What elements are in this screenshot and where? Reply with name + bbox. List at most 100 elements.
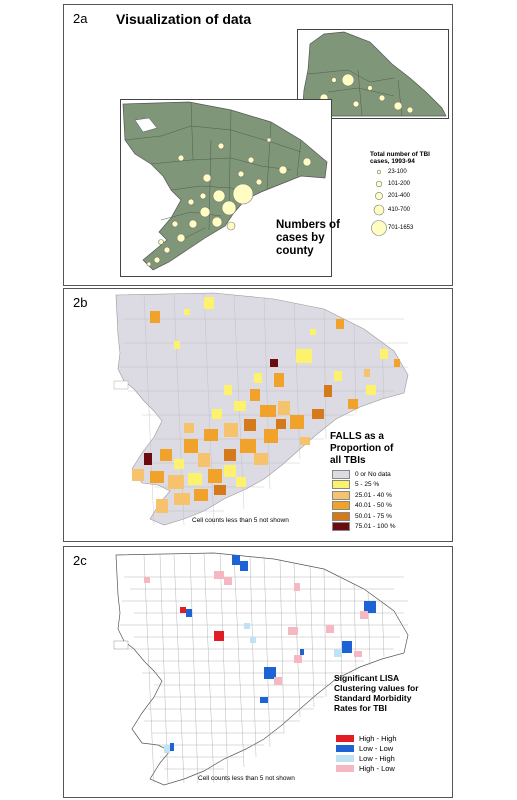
- legend-label: 75.01 - 100 %: [355, 523, 396, 531]
- case-circle: [237, 170, 245, 178]
- lisa-cluster-map: [113, 552, 409, 786]
- cell: [194, 489, 208, 501]
- cell: [170, 743, 174, 751]
- map-caption: FALLS as a Proportion of all TBIs: [330, 431, 394, 466]
- lisa-cells: [144, 555, 376, 753]
- cell: [244, 419, 256, 431]
- legend-label: Low - Low: [359, 743, 394, 753]
- panel-label: 2a: [73, 11, 88, 26]
- case-circle: [171, 220, 179, 228]
- cell: [300, 649, 304, 655]
- cell: [278, 401, 290, 415]
- southern-map: [122, 101, 328, 271]
- legend-label: Low - High: [359, 753, 395, 763]
- legend-label: 201-400: [388, 192, 411, 199]
- cell: [144, 577, 150, 583]
- panel-label: 2c: [73, 553, 87, 568]
- cell: [250, 637, 256, 643]
- legend-label: 701-1653: [388, 224, 414, 231]
- legend-row: 25.01 - 40 %: [332, 490, 395, 501]
- cell: [342, 641, 352, 653]
- cell: [274, 677, 282, 685]
- legend-swatch: [332, 501, 350, 511]
- cell: [366, 385, 376, 395]
- case-circle: [378, 94, 386, 102]
- cell: [184, 423, 194, 433]
- case-circle: [163, 246, 171, 254]
- cell: [254, 453, 268, 465]
- cell: [290, 415, 304, 429]
- cell: [254, 373, 262, 383]
- cell: [354, 651, 362, 657]
- cell: [184, 309, 190, 315]
- cell: [204, 297, 214, 309]
- legend-circle-icon: [371, 220, 387, 236]
- legend-label: High - High: [359, 733, 397, 743]
- cell: [180, 607, 186, 613]
- cell: [174, 341, 180, 349]
- case-circle: [187, 198, 195, 206]
- panel-2a: 2a Visualization of data: [63, 4, 453, 286]
- legend-row: 23-100: [370, 166, 444, 178]
- cell: [214, 485, 226, 495]
- cell: [150, 471, 164, 483]
- southern-region: [122, 101, 328, 271]
- legend-label: High - Low: [359, 763, 395, 773]
- legend-circle-icon: [375, 191, 383, 200]
- legend-circle-icon: [375, 180, 383, 187]
- cell: [240, 561, 248, 571]
- legend-row: 0 or No data: [332, 469, 395, 480]
- case-circle: [217, 142, 225, 150]
- cell: [364, 601, 376, 613]
- cell: [260, 697, 268, 703]
- legend-row: 101-200: [370, 178, 444, 190]
- case-circle: [352, 100, 360, 108]
- cell: [294, 583, 300, 591]
- legend-label: 0 or No data: [355, 470, 391, 478]
- cell: [348, 399, 358, 409]
- cell: [144, 453, 152, 465]
- case-circle: [302, 157, 312, 167]
- cell: [380, 349, 388, 359]
- legend-row: 75.01 - 100 %: [332, 522, 395, 533]
- cell: [324, 385, 332, 397]
- cell: [264, 667, 276, 679]
- panel-label-overlay: 2b: [73, 295, 88, 310]
- cell: [236, 477, 246, 487]
- cell: [224, 423, 238, 437]
- lisa-legend: High - High Low - Low Low - High High - …: [336, 733, 397, 773]
- cell: [260, 405, 276, 417]
- cell: [224, 577, 232, 585]
- cell: [214, 631, 224, 641]
- cell: [156, 499, 168, 513]
- cell: [204, 429, 218, 441]
- cell: [274, 373, 284, 387]
- cell: [296, 349, 312, 363]
- case-circle: [255, 178, 263, 186]
- legend-label: 23-100: [388, 168, 407, 175]
- legend-label: 410-700: [388, 206, 411, 213]
- case-circle: [406, 106, 414, 114]
- legend-row: 701-1653: [370, 218, 444, 238]
- cell: [198, 453, 210, 467]
- southern-ontario-frame: [120, 99, 332, 277]
- case-circle: [226, 221, 236, 231]
- legend-title: Total number of TBI cases, 1993-94: [370, 151, 430, 166]
- cell: [164, 745, 170, 753]
- legend-swatch: [332, 469, 350, 479]
- case-circle: [212, 189, 226, 203]
- cell: [150, 311, 160, 323]
- falls-legend: 0 or No data 5 - 25 % 25.01 - 40 % 40.01…: [332, 469, 395, 532]
- cell: [334, 649, 342, 657]
- legend-label: 40.01 - 50 %: [355, 502, 392, 510]
- cell: [394, 359, 400, 367]
- case-circle: [367, 85, 373, 91]
- legend-row: High - High: [336, 733, 397, 743]
- case-circle: [202, 173, 212, 183]
- cell: [224, 465, 236, 477]
- legend-row: 50.01 - 75 %: [332, 511, 395, 522]
- cell: [364, 369, 370, 377]
- case-circle: [199, 192, 207, 200]
- cell: [184, 439, 198, 453]
- case-legend: Total number of TBI cases, 1993-94 23-10…: [370, 151, 444, 238]
